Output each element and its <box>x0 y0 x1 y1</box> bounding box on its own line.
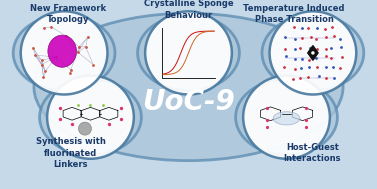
Ellipse shape <box>145 11 232 94</box>
Circle shape <box>78 122 92 135</box>
Ellipse shape <box>34 13 343 161</box>
Text: New Framework
Topology: New Framework Topology <box>30 4 106 24</box>
Ellipse shape <box>270 11 356 94</box>
Ellipse shape <box>243 76 330 159</box>
Text: UoC-9: UoC-9 <box>142 88 235 116</box>
Polygon shape <box>308 46 318 60</box>
Text: Crystalline Sponge
Behaviour: Crystalline Sponge Behaviour <box>144 0 233 19</box>
Circle shape <box>311 51 315 55</box>
Ellipse shape <box>273 112 300 125</box>
Ellipse shape <box>47 76 134 159</box>
Text: Temperature Induced
Phase Transition: Temperature Induced Phase Transition <box>244 4 345 24</box>
Ellipse shape <box>138 15 239 91</box>
Ellipse shape <box>13 15 115 91</box>
Text: Synthesis with
fluorinated
Linkers: Synthesis with fluorinated Linkers <box>36 137 106 169</box>
Ellipse shape <box>262 15 364 91</box>
Ellipse shape <box>48 35 77 67</box>
Ellipse shape <box>236 79 337 155</box>
Text: Host-Guest
Interactions: Host-Guest Interactions <box>284 143 341 163</box>
Ellipse shape <box>40 79 141 155</box>
Ellipse shape <box>21 11 107 94</box>
